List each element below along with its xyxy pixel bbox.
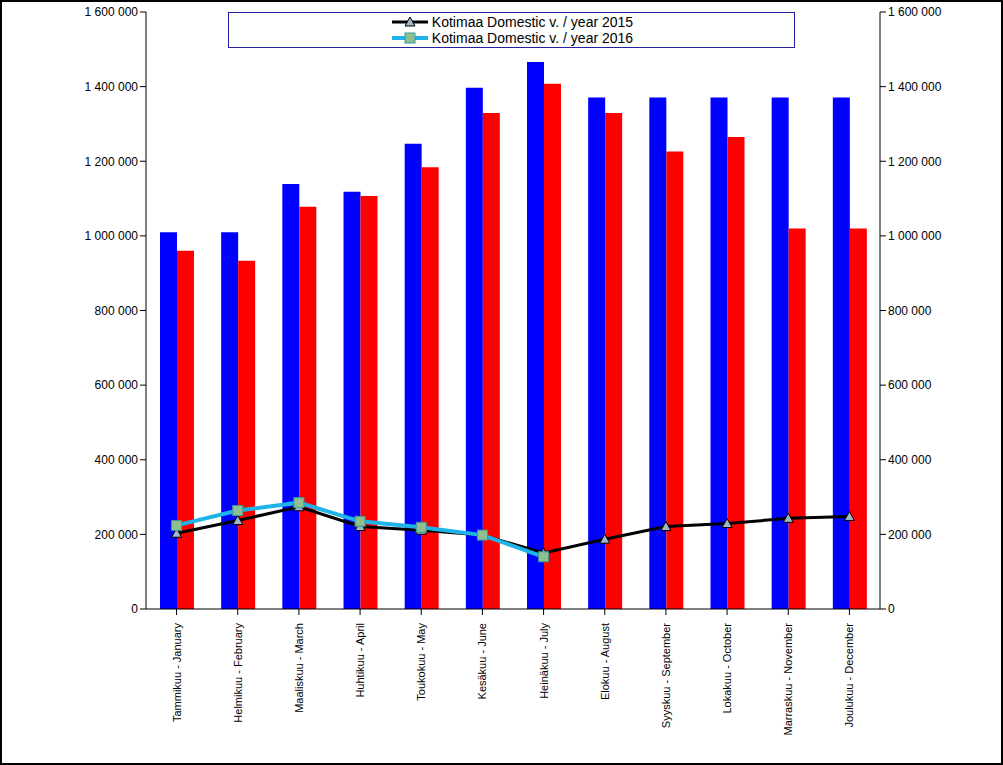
- svg-text:1 200 000: 1 200 000: [85, 155, 139, 169]
- svg-text:800 000: 800 000: [888, 304, 932, 318]
- svg-text:1 600 000: 1 600 000: [85, 5, 139, 19]
- svg-text:Helmikuu - February: Helmikuu - February: [232, 623, 244, 723]
- svg-text:0: 0: [888, 602, 895, 616]
- svg-text:1 000 000: 1 000 000: [85, 229, 139, 243]
- svg-text:1 400 000: 1 400 000: [888, 80, 942, 94]
- svg-text:600 000: 600 000: [95, 378, 139, 392]
- svg-text:Maaliskuu - March: Maaliskuu - March: [293, 623, 305, 713]
- svg-text:1 400 000: 1 400 000: [85, 80, 139, 94]
- svg-text:1 600 000: 1 600 000: [888, 5, 942, 19]
- svg-text:Toukokuu - May: Toukokuu - May: [415, 623, 427, 701]
- svg-text:200 000: 200 000: [888, 528, 932, 542]
- svg-text:1 200 000: 1 200 000: [888, 155, 942, 169]
- svg-text:0: 0: [131, 602, 138, 616]
- svg-text:800 000: 800 000: [95, 304, 139, 318]
- svg-text:Tammikuu - January: Tammikuu - January: [171, 623, 183, 723]
- svg-text:Lokakuu - October: Lokakuu - October: [721, 623, 733, 714]
- svg-text:Marraskuu - November: Marraskuu - November: [782, 623, 794, 736]
- svg-text:400 000: 400 000: [888, 453, 932, 467]
- svg-text:Huhtikuu - April: Huhtikuu - April: [354, 623, 366, 698]
- svg-text:400 000: 400 000: [95, 453, 139, 467]
- svg-text:Syyskuu - September: Syyskuu - September: [660, 623, 672, 728]
- svg-text:Heinäkuu - July: Heinäkuu - July: [538, 623, 550, 699]
- svg-text:Elokuu - August: Elokuu - August: [599, 623, 611, 700]
- svg-text:Joulukuu - December: Joulukuu - December: [843, 623, 855, 728]
- svg-text:200 000: 200 000: [95, 528, 139, 542]
- html-text:Kotimaa Domestic v. / year 201: Kotimaa Domestic v. / year 2015: [431, 14, 634, 30]
- svg-text:Kesäkuu - June: Kesäkuu - June: [476, 623, 488, 699]
- svg-text:600 000: 600 000: [888, 378, 932, 392]
- svg-text:1 000 000: 1 000 000: [888, 229, 942, 243]
- html-text:Kotimaa Domestic v. / year 201: Kotimaa Domestic v. / year 2016: [431, 30, 634, 46]
